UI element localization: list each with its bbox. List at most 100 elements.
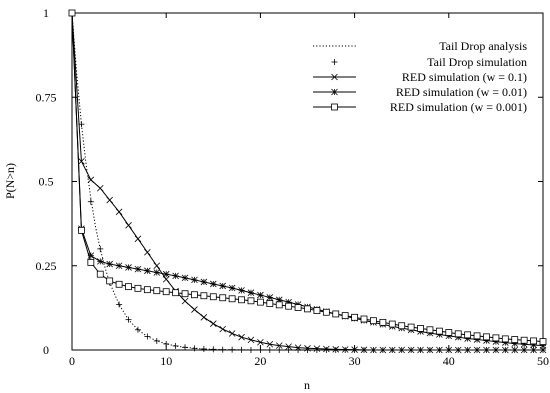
- legend-label: RED simulation (w = 0.001): [390, 100, 527, 114]
- data-point: [398, 346, 405, 354]
- data-point: [181, 274, 189, 282]
- data-point: [106, 260, 113, 268]
- data-point: [200, 292, 208, 300]
- data-point: [182, 344, 189, 351]
- data-point: [210, 280, 217, 288]
- data-point: [172, 289, 180, 297]
- data-point: [285, 302, 293, 310]
- x-tick-label: 40: [443, 354, 455, 368]
- data-point: [266, 340, 274, 348]
- data-point: [407, 346, 415, 354]
- data-point: [191, 276, 198, 284]
- series-line: [71, 12, 543, 351]
- data-point: [370, 346, 377, 354]
- data-point: [341, 346, 349, 353]
- data-point: [153, 287, 161, 295]
- data-point: [445, 346, 453, 354]
- data-point: [426, 326, 434, 334]
- data-point: [96, 270, 104, 278]
- data-point: [238, 346, 245, 353]
- data-point: [163, 340, 170, 347]
- data-point: [379, 318, 387, 326]
- legend-entry: RED simulation (w = 0.1): [313, 70, 527, 84]
- data-point: [266, 347, 273, 353]
- data-point: [247, 336, 255, 344]
- data-point: [275, 301, 283, 309]
- data-point: [115, 280, 123, 288]
- data-point: [322, 308, 330, 316]
- legend-label: Tail Drop analysis: [439, 39, 527, 53]
- data-point: [341, 312, 349, 320]
- data-point: [229, 346, 236, 353]
- data-point: [332, 346, 340, 353]
- data-point: [464, 331, 472, 339]
- data-point: [219, 325, 227, 333]
- data-point: [275, 342, 283, 349]
- series-layer: [68, 9, 547, 354]
- data-point: [78, 226, 85, 234]
- data-point: [313, 307, 321, 314]
- data-point: [87, 198, 94, 205]
- data-point: [172, 272, 179, 280]
- data-point: [304, 345, 311, 352]
- data-point: [125, 316, 132, 323]
- data-point: [276, 347, 283, 353]
- data-point: [464, 346, 471, 354]
- data-point: [172, 342, 179, 349]
- data-point: [115, 208, 123, 216]
- data-point: [257, 347, 264, 353]
- data-point: [144, 267, 151, 275]
- x-tick-label: 0: [69, 354, 75, 368]
- data-point: [388, 346, 396, 354]
- data-point: [87, 176, 95, 184]
- data-point: [492, 346, 500, 354]
- x-tick-label: 20: [254, 354, 266, 368]
- data-point: [511, 336, 519, 343]
- data-point: [106, 277, 114, 285]
- data-point: [125, 264, 132, 271]
- data-point: [200, 314, 208, 321]
- data-point: [162, 288, 170, 296]
- data-point: [435, 327, 443, 335]
- data-point: [210, 346, 217, 353]
- data-point: [313, 347, 320, 353]
- data-point: [294, 304, 302, 311]
- data-point: [209, 293, 217, 301]
- data-point: [454, 346, 462, 354]
- data-point: [68, 9, 76, 17]
- data-point: [379, 346, 387, 354]
- legend-swatch-marker: [331, 73, 338, 81]
- data-point: [323, 345, 330, 353]
- data-point: [181, 297, 189, 305]
- data-point: [134, 326, 141, 333]
- data-point: [256, 298, 264, 306]
- data-point: [97, 245, 104, 252]
- data-point: [153, 337, 160, 344]
- data-point: [332, 310, 340, 318]
- data-point: [238, 333, 245, 341]
- y-tick-label: 0.25: [36, 259, 57, 273]
- data-point: [539, 338, 547, 345]
- data-point: [501, 335, 509, 343]
- data-point: [238, 296, 245, 304]
- y-tick-label: 0: [43, 343, 49, 357]
- data-point: [285, 347, 292, 353]
- legend-entry: Tail Drop simulation: [331, 55, 527, 69]
- data-point: [247, 297, 255, 305]
- data-point: [228, 284, 236, 292]
- data-point: [106, 196, 113, 204]
- data-point: [360, 315, 368, 323]
- data-point: [134, 235, 142, 243]
- data-point: [530, 346, 537, 354]
- data-point: [492, 334, 500, 342]
- data-point: [115, 262, 123, 270]
- x-tick-label: 30: [349, 354, 361, 368]
- data-point: [426, 346, 434, 354]
- data-point: [351, 313, 359, 321]
- data-point: [153, 269, 161, 276]
- data-point: [370, 317, 377, 325]
- data-point: [228, 330, 236, 337]
- data-point: [445, 329, 453, 336]
- data-point: [153, 262, 161, 270]
- data-point: [181, 290, 189, 298]
